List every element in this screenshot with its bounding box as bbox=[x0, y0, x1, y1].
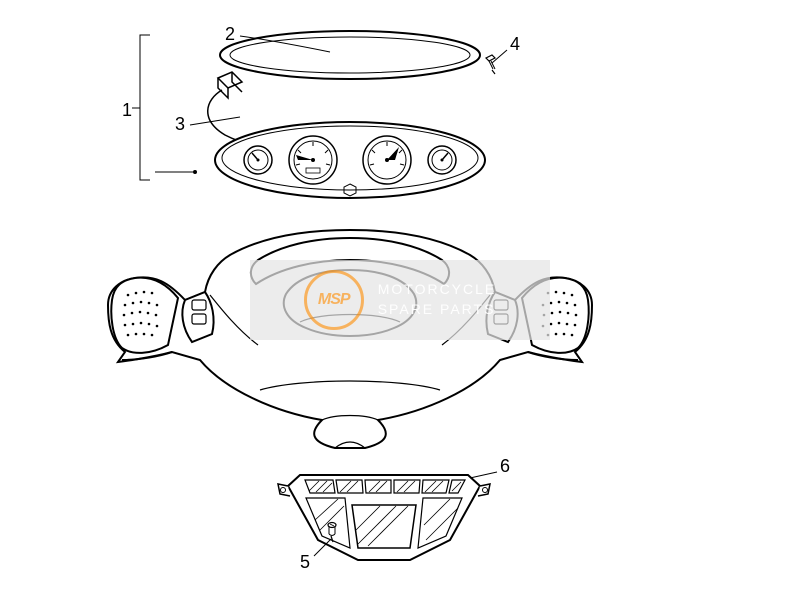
callout-3: 3 bbox=[175, 114, 185, 135]
part-instrument-pod bbox=[215, 122, 485, 198]
callout-1: 1 bbox=[122, 100, 132, 121]
callout-2: 2 bbox=[225, 24, 235, 45]
handlebar-cover bbox=[108, 230, 592, 448]
assembly-drawing bbox=[0, 0, 800, 600]
callout-4: 4 bbox=[510, 34, 520, 55]
part-lens-ellipse bbox=[220, 31, 480, 79]
part-display-panel bbox=[278, 475, 490, 560]
part-screw-top bbox=[486, 55, 495, 74]
callout-1-dot bbox=[193, 170, 197, 174]
callout-6: 6 bbox=[500, 456, 510, 477]
diagram-stage: 1 2 3 4 5 6 MSP MOTORCYCLE SPARE PARTS bbox=[0, 0, 800, 600]
callout-5: 5 bbox=[300, 552, 310, 573]
